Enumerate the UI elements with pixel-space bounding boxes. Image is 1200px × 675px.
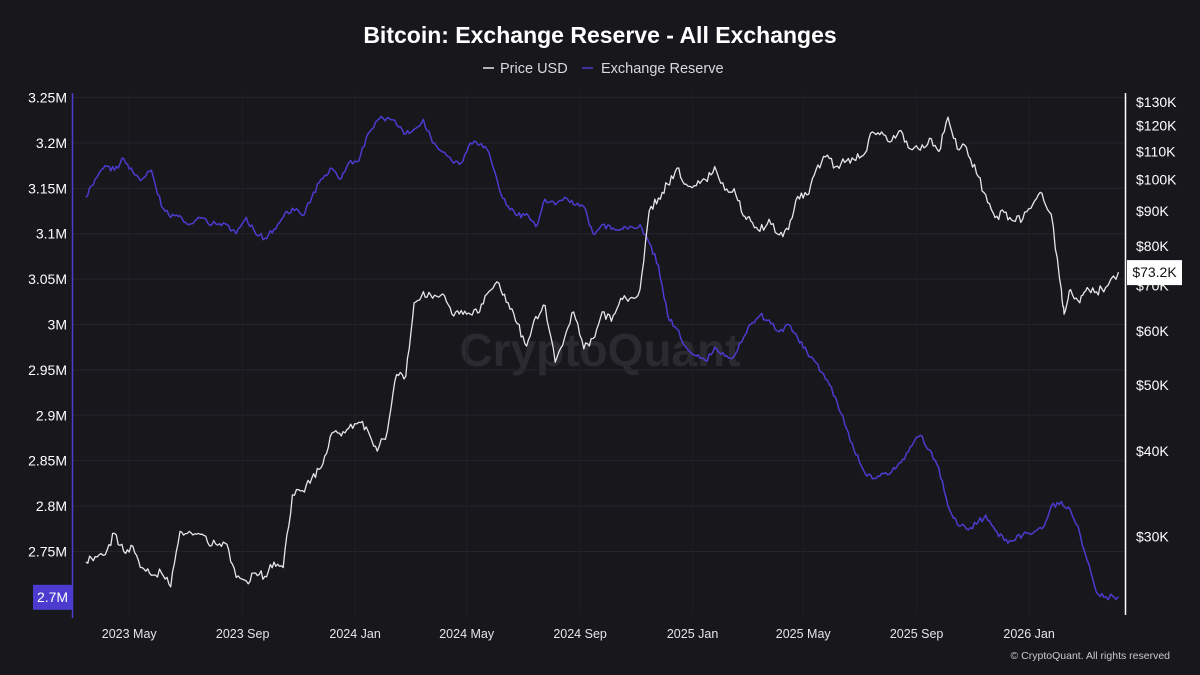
left-tick-label: 2.85M <box>28 453 67 469</box>
left-badge-label: 2.7M <box>37 589 68 605</box>
right-current-badge: $73.2K <box>1127 260 1182 286</box>
x-tick-label: 2024 Jan <box>329 627 380 641</box>
left-tick-label: 2.95M <box>28 362 67 378</box>
right-tick-label: $50K <box>1136 377 1169 393</box>
right-tick-label: $90K <box>1136 203 1169 219</box>
left-tick-label: 3M <box>48 316 67 332</box>
right-tick-label: $100K <box>1136 172 1177 188</box>
x-tick-label: 2023 May <box>102 627 158 641</box>
left-axis-ticks: 3.25M 3.2M 3.15M 3.1M 3.05M 3M 2.95M 2.9M 2.85M 2… <box>28 90 67 560</box>
x-tick-label: 2024 May <box>439 627 495 641</box>
right-tick-label: $120K <box>1136 118 1177 134</box>
left-tick-label: 3.2M <box>36 135 67 151</box>
right-tick-label: $60K <box>1136 323 1169 339</box>
watermark: CryptoQuant <box>459 324 740 376</box>
left-badge-box <box>33 584 72 610</box>
right-tick-label: $40K <box>1136 443 1169 459</box>
series-line-price-usd <box>85 116 1120 588</box>
x-tick-label: 2024 Sep <box>553 627 607 641</box>
series-line-exchange-reserve <box>85 115 1120 601</box>
right-tick-label: $110K <box>1136 143 1176 159</box>
left-tick-label: 2.75M <box>28 543 67 559</box>
left-tick-label: 3.25M <box>28 90 67 106</box>
left-tick-label: 3.1M <box>36 226 67 242</box>
right-tick-label: $80K <box>1136 238 1169 254</box>
left-tick-label: 3.15M <box>28 180 67 196</box>
right-badge-box <box>1127 260 1182 286</box>
x-tick-label: 2025 Sep <box>890 627 944 641</box>
left-tick-label: 2.9M <box>36 407 67 423</box>
right-tick-label: $130K <box>1136 94 1177 110</box>
legend: Price USD Exchange Reserve <box>483 61 724 77</box>
x-tick-label: 2023 Sep <box>216 627 270 641</box>
legend-label-price: Price USD <box>500 61 568 77</box>
right-tick-label: $30K <box>1136 528 1169 544</box>
copyright-credit: © CryptoQuant. All rights reserved <box>1011 650 1171 662</box>
left-tick-label: 2.8M <box>36 498 67 514</box>
x-tick-label: 2026 Jan <box>1003 627 1054 641</box>
gridlines <box>73 93 1125 615</box>
x-tick-label: 2025 May <box>776 627 832 641</box>
x-tick-label: 2025 Jan <box>667 627 718 641</box>
right-badge-label: $73.2K <box>1132 264 1177 280</box>
legend-label-reserve: Exchange Reserve <box>601 61 724 77</box>
left-current-badge: 2.7M <box>33 584 72 610</box>
left-tick-label: 3.05M <box>28 271 67 287</box>
chart-title: Bitcoin: Exchange Reserve - All Exchange… <box>363 22 836 48</box>
x-axis-ticks: 2023 May 2023 Sep 2024 Jan 2024 May 2024 Sep… <box>102 627 1055 641</box>
